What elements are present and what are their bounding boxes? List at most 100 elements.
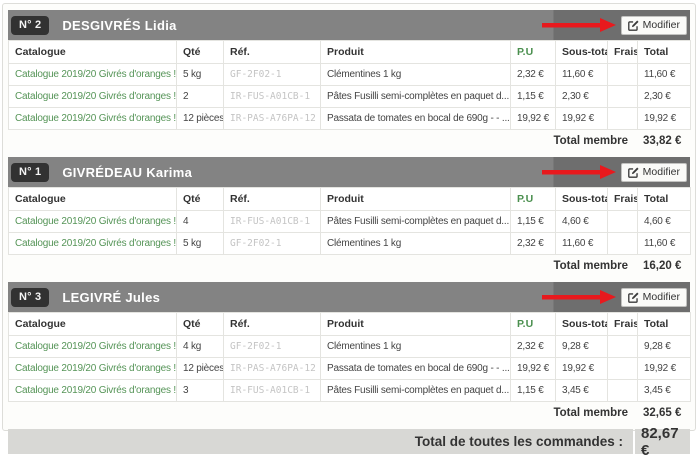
frais-cell <box>607 232 638 255</box>
ref-cell: GF-2F02-1 <box>223 335 321 358</box>
catalogue-link[interactable]: Catalogue 2019/20 Givrés d'oranges ! <box>15 341 176 352</box>
unit-price-cell: 1,15 € <box>510 85 556 108</box>
qty-cell: 5 kg <box>176 232 224 255</box>
catalogue-link[interactable]: Catalogue 2019/20 Givrés d'oranges ! <box>15 385 176 396</box>
total-cell: 11,60 € <box>637 232 691 255</box>
col-header-frais: Frais <box>607 187 638 211</box>
ref-cell: GF-2F02-1 <box>223 63 321 86</box>
member-number-badge: N° 2 <box>11 15 50 35</box>
bar-actions: Modifier <box>541 15 687 35</box>
unit-price-cell: 1,15 € <box>510 210 556 233</box>
order-row: Catalogue 2019/20 Givrés d'oranges ! 5 k… <box>8 63 691 86</box>
catalogue-link[interactable]: Catalogue 2019/20 Givrés d'oranges ! <box>15 69 176 80</box>
unit-price-cell: 2,32 € <box>510 232 556 255</box>
modifier-button[interactable]: Modifier <box>620 287 687 307</box>
table-header-row: Catalogue Qté Réf. Produit P.U Sous-tota… <box>8 187 691 211</box>
col-header-ref: Réf. <box>223 187 321 211</box>
order-row: Catalogue 2019/20 Givrés d'oranges ! 3 I… <box>8 379 691 402</box>
subtotal-cell: 9,28 € <box>555 335 608 358</box>
order-rows: Catalogue 2019/20 Givrés d'oranges ! 4 k… <box>8 335 691 402</box>
subtotal-cell: 11,60 € <box>555 63 608 86</box>
col-header-sous-total: Sous-total <box>555 40 608 64</box>
total-cell: 2,30 € <box>637 85 691 108</box>
ref-cell: IR-FUS-A01CB-1 <box>223 210 321 233</box>
edit-icon <box>627 292 639 303</box>
bar-actions: Modifier <box>541 287 687 307</box>
product-cell: Pâtes Fusilli semi-complètes en paquet d… <box>320 210 511 233</box>
col-header-produit: Produit <box>320 187 511 211</box>
red-arrow-icon <box>541 165 617 179</box>
frais-cell <box>607 107 638 130</box>
modifier-label: Modifier <box>642 165 680 178</box>
product-cell: Clémentines 1 kg <box>320 63 511 86</box>
member-total-row: Total membre 32,65 € <box>8 402 690 423</box>
order-row: Catalogue 2019/20 Givrés d'oranges ! 4 I… <box>8 210 691 233</box>
unit-price-cell: 2,32 € <box>510 63 556 86</box>
qty-cell: 12 pièces <box>176 357 224 380</box>
frais-cell <box>607 210 638 233</box>
ref-cell: IR-FUS-A01CB-1 <box>223 379 321 402</box>
product-cell: Pâtes Fusilli semi-complètes en paquet d… <box>320 379 511 402</box>
product-cell: Clémentines 1 kg <box>320 335 511 358</box>
frais-cell <box>607 357 638 380</box>
col-header-ref: Réf. <box>223 40 321 64</box>
subtotal-cell: 3,45 € <box>555 379 608 402</box>
qty-cell: 12 pièces <box>176 107 224 130</box>
order-row: Catalogue 2019/20 Givrés d'oranges ! 4 k… <box>8 335 691 358</box>
total-cell: 11,60 € <box>637 63 691 86</box>
col-header-qte: Qté <box>176 40 224 64</box>
modifier-button[interactable]: Modifier <box>620 162 687 182</box>
red-arrow-icon <box>541 290 617 304</box>
catalogue-link[interactable]: Catalogue 2019/20 Givrés d'oranges ! <box>15 238 176 249</box>
frais-cell <box>607 379 638 402</box>
member-number-badge: N° 1 <box>11 162 50 182</box>
subtotal-cell: 11,60 € <box>555 232 608 255</box>
catalogue-link[interactable]: Catalogue 2019/20 Givrés d'oranges ! <box>15 216 176 227</box>
order-row: Catalogue 2019/20 Givrés d'oranges ! 2 I… <box>8 85 691 108</box>
qty-cell: 5 kg <box>176 63 224 86</box>
total-cell: 9,28 € <box>637 335 691 358</box>
catalogue-link[interactable]: Catalogue 2019/20 Givrés d'oranges ! <box>15 363 176 374</box>
subtotal-cell: 4,60 € <box>555 210 608 233</box>
catalogue-link[interactable]: Catalogue 2019/20 Givrés d'oranges ! <box>15 91 176 102</box>
member-total-label: Total membre <box>553 406 628 419</box>
modifier-button[interactable]: Modifier <box>620 15 687 35</box>
total-cell: 19,92 € <box>637 357 691 380</box>
member-total-row: Total membre 33,82 € <box>8 130 690 151</box>
member-total-value: 33,82 € <box>643 134 682 147</box>
product-cell: Passata de tomates en bocal de 690g - - … <box>320 107 511 130</box>
edit-icon <box>627 167 639 178</box>
col-header-qte: Qté <box>176 187 224 211</box>
table-header-row: Catalogue Qté Réf. Produit P.U Sous-tota… <box>8 40 691 64</box>
total-cell: 19,92 € <box>637 107 691 130</box>
member-total-label: Total membre <box>553 134 628 147</box>
col-header-catalogue: Catalogue <box>8 40 177 64</box>
frais-cell <box>607 85 638 108</box>
subtotal-cell: 2,30 € <box>555 85 608 108</box>
order-row: Catalogue 2019/20 Givrés d'oranges ! 12 … <box>8 357 691 380</box>
col-header-frais: Frais <box>607 40 638 64</box>
member-total-label: Total membre <box>553 259 628 272</box>
unit-price-cell: 19,92 € <box>510 107 556 130</box>
col-header-pu: P.U <box>510 187 556 211</box>
member-sections-list: N° 2 DESGIVRÉS Lidia Mod <box>8 10 691 423</box>
order-rows: Catalogue 2019/20 Givrés d'oranges ! 5 k… <box>8 63 691 130</box>
frais-cell <box>607 63 638 86</box>
order-table: Catalogue Qté Réf. Produit P.U Sous-tota… <box>8 187 691 255</box>
member-number-badge: N° 3 <box>11 287 50 307</box>
product-cell: Passata de tomates en bocal de 690g - - … <box>320 357 511 380</box>
member-order-section: N° 2 DESGIVRÉS Lidia Mod <box>8 10 691 151</box>
modifier-label: Modifier <box>642 290 680 303</box>
order-row: Catalogue 2019/20 Givrés d'oranges ! 12 … <box>8 107 691 130</box>
order-row: Catalogue 2019/20 Givrés d'oranges ! 5 k… <box>8 232 691 255</box>
member-name: DESGIVRÉS Lidia <box>62 17 177 33</box>
col-header-catalogue: Catalogue <box>8 187 177 211</box>
subtotal-cell: 19,92 € <box>555 107 608 130</box>
col-header-pu: P.U <box>510 40 556 64</box>
col-header-sous-total: Sous-total <box>555 187 608 211</box>
member-name: LEGIVRÉ Jules <box>62 289 161 305</box>
edit-icon <box>627 20 639 31</box>
catalogue-link[interactable]: Catalogue 2019/20 Givrés d'oranges ! <box>15 113 176 124</box>
modifier-label: Modifier <box>642 18 680 31</box>
ref-cell: GF-2F02-1 <box>223 232 321 255</box>
